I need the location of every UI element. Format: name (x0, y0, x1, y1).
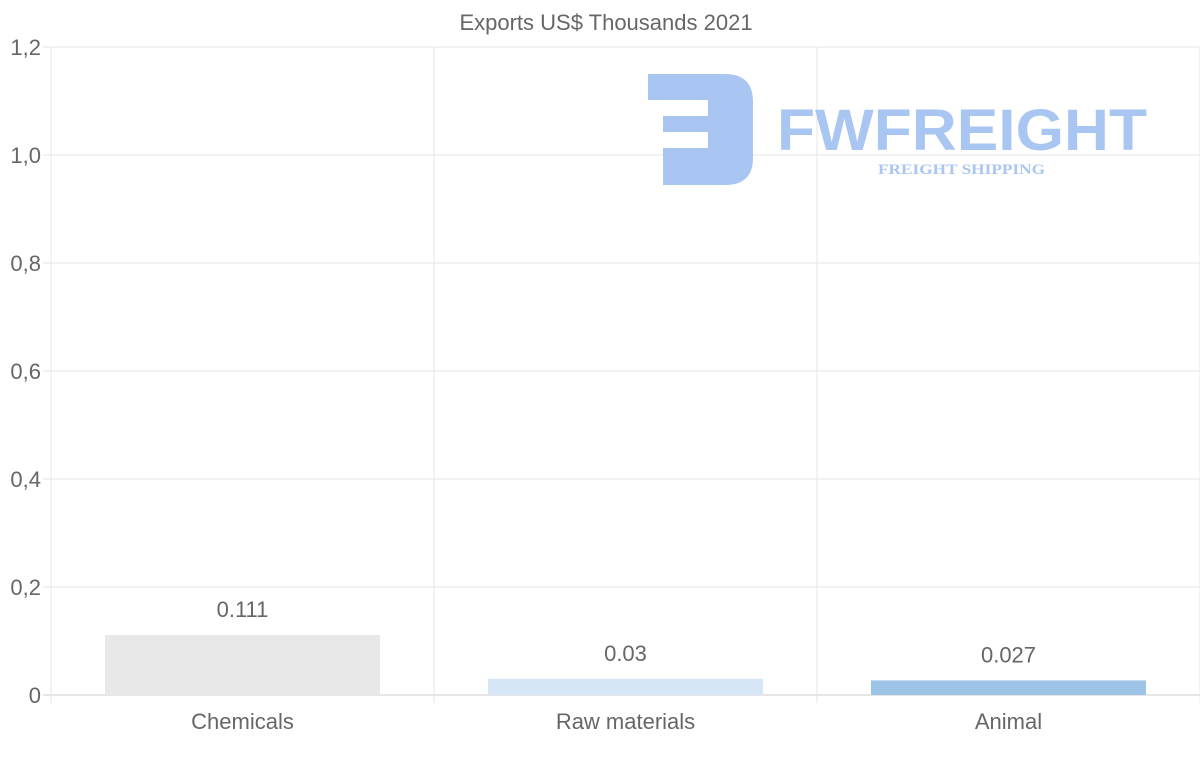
logo-mark-icon (648, 74, 753, 185)
bar-animal (871, 680, 1146, 695)
y-tick-label: 0,8 (10, 251, 41, 276)
bar-raw-materials (488, 678, 763, 695)
y-tick-label: 1,0 (10, 143, 41, 168)
logo-tagline: FREIGHT SHIPPING (878, 162, 1045, 178)
grid (43, 46, 1200, 703)
data-label: 0.027 (981, 642, 1036, 667)
y-tick-label: 1,2 (10, 35, 41, 60)
labels: 0 0,2 0,4 0,6 0,8 1,0 1,2 0.111 Chemicals 0.03 Raw… (10, 35, 1042, 734)
y-tick-label: 0,2 (10, 575, 41, 600)
bar-chemicals (105, 635, 380, 695)
watermark-logo: FWFREIGHT FREIGHT SHIPPING (648, 74, 1147, 185)
y-tick-label: 0,6 (10, 359, 41, 384)
x-tick-label: Animal (975, 709, 1042, 734)
logo-brand: FWFREIGHT (777, 98, 1147, 163)
data-label: 0.03 (604, 641, 647, 666)
x-tick-label: Raw materials (556, 709, 695, 734)
data-label: 0.111 (217, 597, 269, 622)
y-tick-label: 0 (29, 683, 41, 708)
chart-title: Exports US$ Thousands 2021 (459, 10, 752, 35)
x-tick-label: Chemicals (191, 709, 294, 734)
y-tick-label: 0,4 (10, 467, 41, 492)
bars (105, 635, 1146, 695)
